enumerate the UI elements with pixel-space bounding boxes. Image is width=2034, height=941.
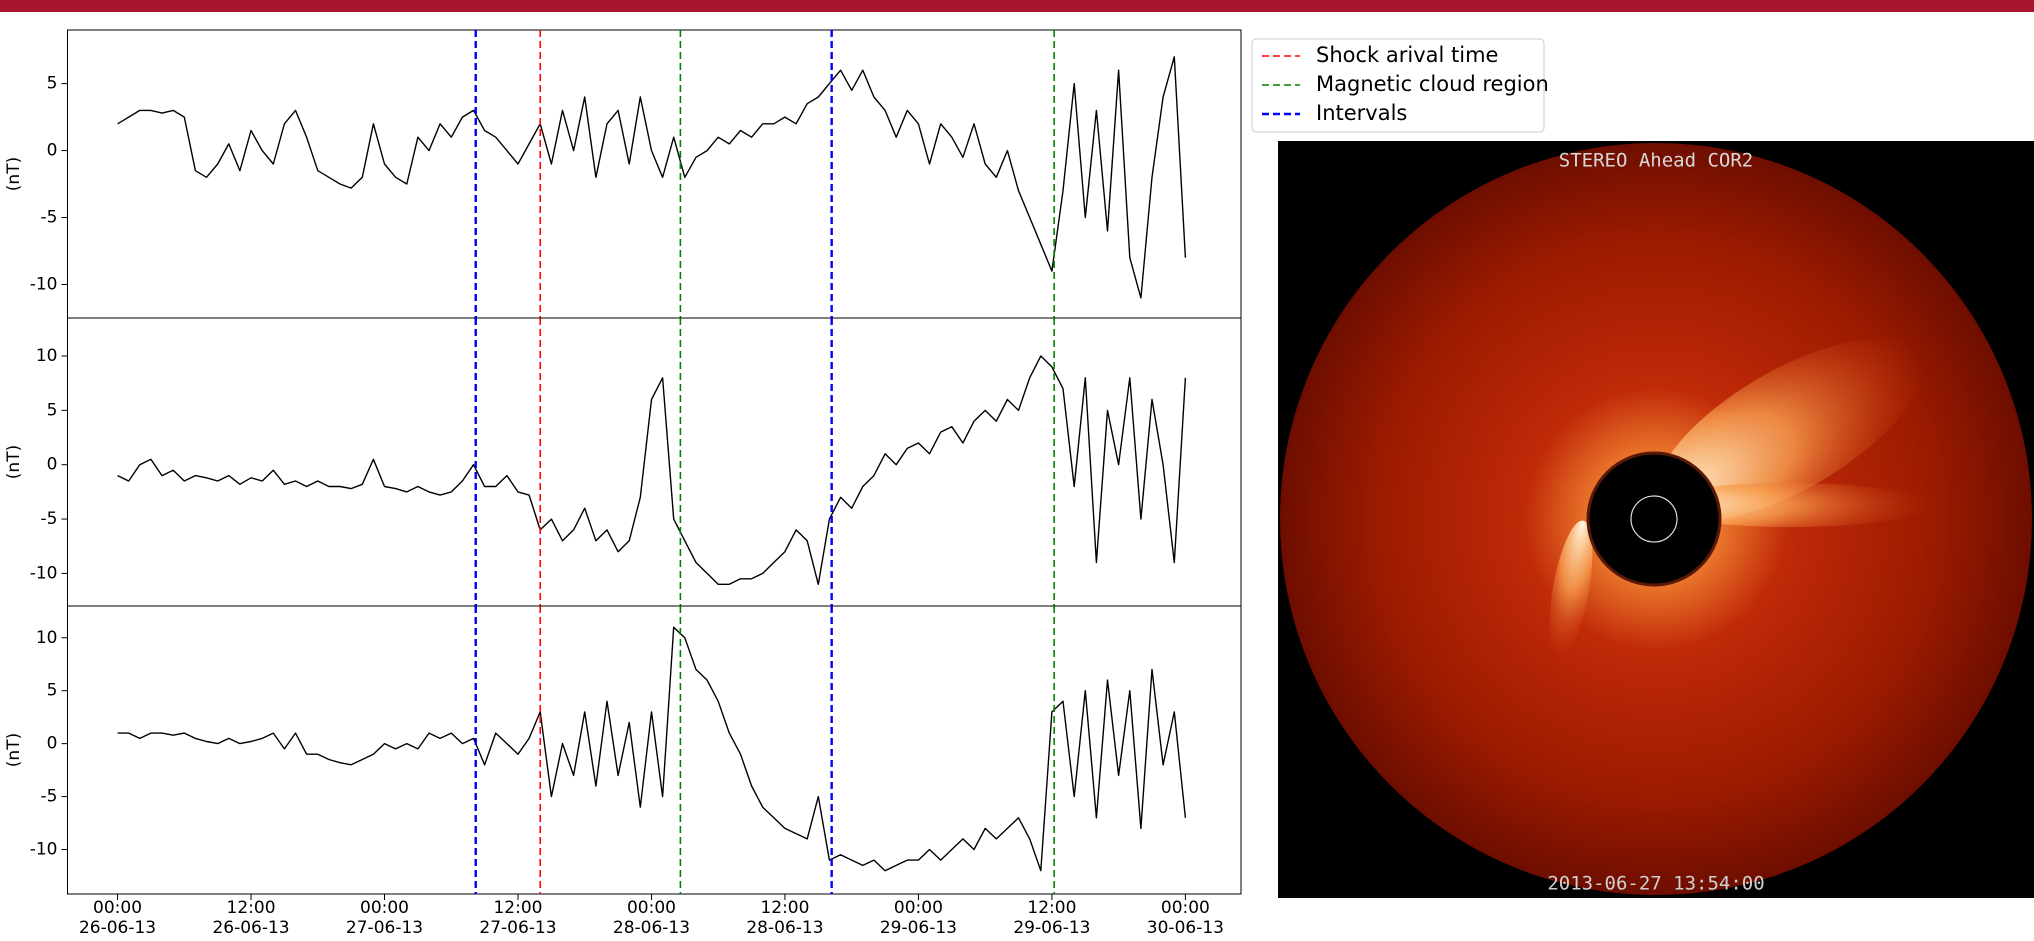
- y-tick-label: 0: [47, 455, 58, 475]
- x-tick-label: 00:00 27-06-13: [346, 898, 423, 938]
- y-tick-label: 5: [47, 400, 58, 420]
- x-tick-label-line: 28-06-13: [613, 918, 690, 938]
- x-tick-label-line: 12:00: [1027, 898, 1076, 918]
- streamer: [1549, 520, 1593, 659]
- legend-box: [1251, 38, 1545, 133]
- data-line: [117, 355, 1187, 585]
- x-tick-label: 00:00 29-06-13: [880, 898, 957, 938]
- top-bar: [0, 0, 2034, 12]
- data-line: [117, 56, 1187, 299]
- x-tick-label-line: 12:00: [227, 898, 276, 918]
- y-tick-label: -5: [41, 787, 58, 807]
- y-tick-label: 0: [47, 734, 58, 754]
- x-tick-label-line: 00:00: [1161, 898, 1210, 918]
- coronagraph-image: STEREO Ahead COR2 2013-06-27 13:54:00: [1278, 141, 2034, 898]
- y-axis-label: (nT): [4, 445, 24, 479]
- x-tick-label-line: 29-06-13: [880, 918, 957, 938]
- data-line: [117, 626, 1187, 872]
- x-tick-label-line: 30-06-13: [1147, 918, 1224, 938]
- x-tick-label-line: 26-06-13: [212, 918, 289, 938]
- legend-label: Magnetic cloud region: [1316, 72, 1549, 96]
- occulter: [1586, 451, 1722, 587]
- x-tick-label: 12:00 26-06-13: [212, 898, 289, 938]
- y-tick-label: -10: [30, 563, 58, 583]
- y-tick-label: -10: [30, 275, 58, 295]
- x-tick-label-line: 27-06-13: [479, 918, 556, 938]
- y-axis-label: (nT): [4, 157, 24, 191]
- y-tick-label: 5: [47, 681, 58, 701]
- x-tick-label-line: 29-06-13: [1013, 918, 1090, 938]
- y-tick-label: -5: [41, 208, 58, 228]
- legend-label: Intervals: [1316, 101, 1407, 125]
- y-axis-label: (nT): [4, 733, 24, 767]
- y-tick-label: -5: [41, 509, 58, 529]
- x-tick-label-line: 27-06-13: [346, 918, 423, 938]
- x-tick-label: 00:00 30-06-13: [1147, 898, 1224, 938]
- x-tick-label: 12:00 29-06-13: [1013, 898, 1090, 938]
- plot-frame: [67, 605, 1242, 895]
- x-tick-label: 12:00 27-06-13: [479, 898, 556, 938]
- x-tick-label: 12:00 28-06-13: [746, 898, 823, 938]
- y-tick-label: 10: [36, 346, 58, 366]
- y-tick-label: 5: [47, 74, 58, 94]
- y-tick-label: 10: [36, 628, 58, 648]
- y-tick-label: 0: [47, 141, 58, 161]
- image-timestamp: 2013-06-27 13:54:00: [1547, 873, 1764, 895]
- sun-outline: [1630, 495, 1678, 543]
- x-tick-label-line: 00:00: [360, 898, 409, 918]
- x-tick-label: 00:00 28-06-13: [613, 898, 690, 938]
- x-tick-label-line: 00:00: [93, 898, 142, 918]
- x-tick-label-line: 12:00: [760, 898, 809, 918]
- cme-jet: [1655, 338, 1923, 522]
- x-tick-label-line: 12:00: [493, 898, 542, 918]
- x-tick-label-line: 00:00: [627, 898, 676, 918]
- x-tick-label: 00:00 26-06-13: [79, 898, 156, 938]
- x-tick-label-line: 28-06-13: [746, 918, 823, 938]
- x-tick-label-line: 00:00: [894, 898, 943, 918]
- x-tick-label-line: 26-06-13: [79, 918, 156, 938]
- legend-label: Shock arival time: [1316, 43, 1498, 67]
- plot-frame: [67, 317, 1242, 607]
- y-tick-label: -10: [30, 840, 58, 860]
- image-title: STEREO Ahead COR2: [1559, 150, 1753, 172]
